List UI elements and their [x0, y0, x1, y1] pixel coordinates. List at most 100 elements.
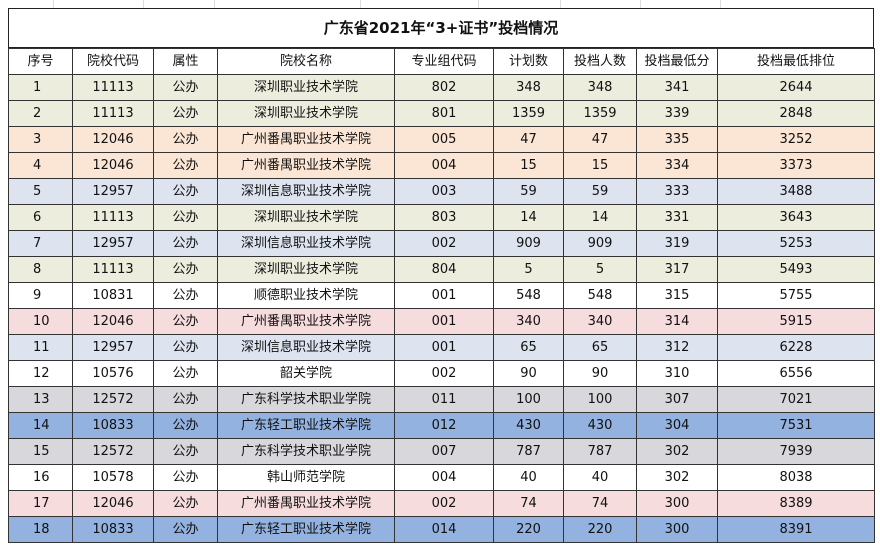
cell-plan: 348 [493, 74, 564, 101]
cell-school-code: 12572 [72, 438, 154, 465]
cell-school-name: 深圳信息职业技术学院 [217, 178, 395, 205]
cell-group-code: 004 [394, 152, 494, 179]
cell-seq: 2 [8, 100, 73, 127]
cell-school-code: 12046 [72, 152, 154, 179]
cell-plan: 5 [493, 256, 564, 283]
cell-admitted: 340 [563, 308, 637, 335]
cell-seq: 17 [8, 490, 73, 517]
cell-group-code: 011 [394, 386, 494, 413]
cell-type: 公办 [153, 386, 218, 413]
cell-admitted: 909 [563, 230, 637, 257]
cell-min-score: 317 [636, 256, 718, 283]
cell-school-name: 深圳职业技术学院 [217, 256, 395, 283]
cell-min-rank: 8038 [717, 464, 875, 491]
cell-admitted: 47 [563, 126, 637, 153]
cell-min-score: 300 [636, 516, 718, 543]
cell-school-name: 广东轻工职业技术学院 [217, 412, 395, 439]
cell-admitted: 787 [563, 438, 637, 465]
table-row: 8 11113 公办 深圳职业技术学院 804 5 5 317 5493 [8, 256, 875, 283]
cell-school-code: 11113 [72, 100, 154, 127]
table-row: 6 11113 公办 深圳职业技术学院 803 14 14 331 3643 [8, 204, 875, 231]
cell-admitted: 15 [563, 152, 637, 179]
table-row: 11 12957 公办 深圳信息职业技术学院 001 65 65 312 6228 [8, 334, 875, 361]
cell-min-score: 314 [636, 308, 718, 335]
cell-group-code: 001 [394, 334, 494, 361]
cell-min-rank: 5493 [717, 256, 875, 283]
cell-min-score: 333 [636, 178, 718, 205]
cell-min-rank: 6556 [717, 360, 875, 387]
table-row: 10 12046 公办 广州番禺职业技术学院 001 340 340 314 5915 [8, 308, 875, 335]
cell-min-score: 302 [636, 464, 718, 491]
cell-school-name: 广州番禺职业技术学院 [217, 308, 395, 335]
cell-min-rank: 3643 [717, 204, 875, 231]
cell-min-score: 315 [636, 282, 718, 309]
cell-school-code: 11113 [72, 74, 154, 101]
header-school-name: 院校名称 [217, 48, 395, 75]
cell-group-code: 002 [394, 230, 494, 257]
cell-seq: 3 [8, 126, 73, 153]
cell-seq: 10 [8, 308, 73, 335]
cell-type: 公办 [153, 74, 218, 101]
cell-admitted: 348 [563, 74, 637, 101]
cell-seq: 9 [8, 282, 73, 309]
cell-min-rank: 7939 [717, 438, 875, 465]
cell-seq: 13 [8, 386, 73, 413]
cell-seq: 12 [8, 360, 73, 387]
cell-type: 公办 [153, 256, 218, 283]
header-min-rank: 投档最低排位 [717, 48, 875, 75]
cell-school-code: 10831 [72, 282, 154, 309]
cell-seq: 18 [8, 516, 73, 543]
cell-type: 公办 [153, 412, 218, 439]
cell-school-code: 12957 [72, 230, 154, 257]
cell-school-code: 12572 [72, 386, 154, 413]
grid-line [478, 0, 479, 8]
cell-type: 公办 [153, 464, 218, 491]
table-title: 广东省2021年“3+证书”投档情况 [8, 8, 874, 48]
cell-school-name: 广东轻工职业技术学院 [217, 516, 395, 543]
table-row: 14 10833 公办 广东轻工职业技术学院 012 430 430 304 7531 [8, 412, 875, 439]
cell-school-name: 深圳信息职业技术学院 [217, 230, 395, 257]
cell-school-name: 深圳职业技术学院 [217, 74, 395, 101]
table-row: 15 12572 公办 广东科学技术职业学院 007 787 787 302 7939 [8, 438, 875, 465]
table-body: 1 11113 公办 深圳职业技术学院 802 348 348 341 2644 2 11113 公办… [8, 74, 875, 543]
table-row: 9 10831 公办 顺德职业技术学院 001 548 548 315 5755 [8, 282, 875, 309]
table-row: 1 11113 公办 深圳职业技术学院 802 348 348 341 2644 [8, 74, 875, 101]
cell-school-name: 广东科学技术职业学院 [217, 386, 395, 413]
cell-plan: 74 [493, 490, 564, 517]
cell-school-code: 12046 [72, 126, 154, 153]
cell-plan: 787 [493, 438, 564, 465]
cell-min-rank: 2644 [717, 74, 875, 101]
cell-group-code: 002 [394, 490, 494, 517]
cell-school-name: 深圳职业技术学院 [217, 204, 395, 231]
cell-school-code: 10578 [72, 464, 154, 491]
grid-line [720, 0, 721, 8]
grid-line [360, 0, 361, 8]
cell-school-name: 深圳职业技术学院 [217, 100, 395, 127]
cell-group-code: 002 [394, 360, 494, 387]
cell-min-rank: 3488 [717, 178, 875, 205]
cell-min-rank: 7021 [717, 386, 875, 413]
cell-group-code: 803 [394, 204, 494, 231]
grid-line [53, 0, 54, 8]
cell-group-code: 801 [394, 100, 494, 127]
cell-school-code: 11113 [72, 204, 154, 231]
table-row: 17 12046 公办 广州番禺职业技术学院 002 74 74 300 8389 [8, 490, 875, 517]
cell-admitted: 430 [563, 412, 637, 439]
cell-group-code: 012 [394, 412, 494, 439]
cell-seq: 4 [8, 152, 73, 179]
cell-plan: 1359 [493, 100, 564, 127]
cell-plan: 548 [493, 282, 564, 309]
cell-type: 公办 [153, 178, 218, 205]
cell-school-name: 韩山师范学院 [217, 464, 395, 491]
cell-seq: 15 [8, 438, 73, 465]
cell-group-code: 004 [394, 464, 494, 491]
cell-min-score: 304 [636, 412, 718, 439]
header-type: 属性 [153, 48, 218, 75]
table-row: 13 12572 公办 广东科学技术职业学院 011 100 100 307 7021 [8, 386, 875, 413]
header-min-score: 投档最低分 [636, 48, 718, 75]
cell-min-rank: 8389 [717, 490, 875, 517]
grid-line [214, 0, 215, 8]
cell-plan: 59 [493, 178, 564, 205]
cell-seq: 6 [8, 204, 73, 231]
cell-min-score: 341 [636, 74, 718, 101]
